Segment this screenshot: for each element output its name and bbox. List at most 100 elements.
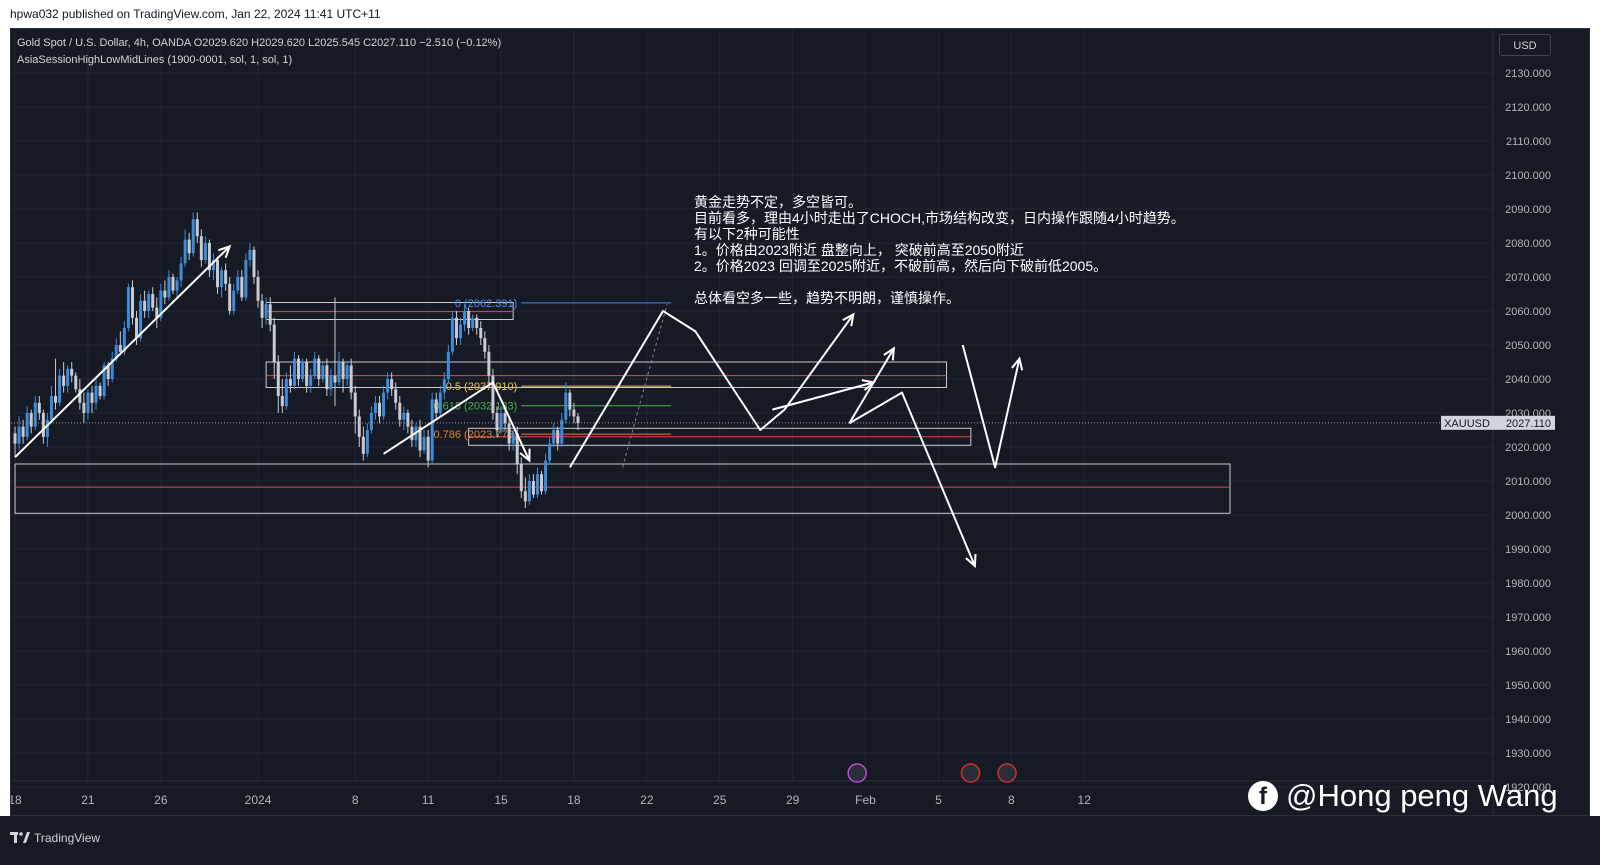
candle-body xyxy=(560,419,564,444)
price-tick-label: 2130.000 xyxy=(1505,68,1551,80)
annotation-line: 有以下2种可能性 xyxy=(694,226,800,242)
candle-body xyxy=(216,260,220,288)
candle-body xyxy=(297,358,301,379)
fib-level-label: 0.5 (2037.910) xyxy=(446,381,518,393)
candle-body xyxy=(313,358,317,376)
annotation-line: 1。价格由2023附近 盘整向上， 突破前高至2050附近 xyxy=(694,242,1024,258)
candle-body xyxy=(305,362,309,386)
supply-demand-zone[interactable] xyxy=(14,463,1231,514)
candle-body xyxy=(17,426,21,444)
candle-body xyxy=(531,481,535,495)
price-tick-label: 1960.000 xyxy=(1505,646,1551,658)
symbol-tag: XAUUSD xyxy=(1444,418,1490,430)
candle-body xyxy=(325,365,329,390)
candle-body xyxy=(434,399,438,413)
candle-body xyxy=(236,277,240,291)
time-tick-label: 15 xyxy=(494,793,508,807)
candle-body xyxy=(386,379,390,393)
tradingview-brand[interactable]: TradingView xyxy=(10,831,100,845)
candle-body xyxy=(78,389,82,403)
indicator-legend[interactable]: AsiaSessionHighLowMidLines (1900-0001, s… xyxy=(17,54,293,66)
candle-body xyxy=(544,460,548,492)
candle-body xyxy=(535,474,539,495)
chart-legend: Gold Spot / U.S. Dollar, 4h, OANDA O2029… xyxy=(17,35,501,69)
price-tick-label: 2120.000 xyxy=(1505,102,1551,114)
trend-arrow xyxy=(14,245,231,458)
candle-body xyxy=(90,392,94,403)
event-icon[interactable] xyxy=(997,763,1017,783)
trend-arrow xyxy=(569,310,855,468)
time-tick-label: 25 xyxy=(713,793,727,807)
candle-body xyxy=(410,426,414,441)
candle-body xyxy=(45,419,49,437)
candle-body xyxy=(183,239,187,264)
candle-body xyxy=(491,375,495,413)
candle-body xyxy=(418,426,422,451)
supply-demand-zone[interactable] xyxy=(265,361,948,388)
time-tick-label: 2024 xyxy=(245,793,272,807)
tradingview-logo-icon xyxy=(10,832,30,843)
candle-body xyxy=(369,413,373,430)
candle-body xyxy=(422,436,426,451)
candle-body xyxy=(333,375,337,383)
candle-body xyxy=(309,375,313,386)
candle-body xyxy=(139,300,143,339)
candle-body xyxy=(191,219,195,254)
price-tick-label: 2060.000 xyxy=(1505,306,1551,318)
candle-body xyxy=(21,426,25,437)
candle-body xyxy=(483,338,487,352)
event-icon[interactable] xyxy=(960,763,981,783)
price-tick-label: 2100.000 xyxy=(1505,170,1551,182)
trend-arrow xyxy=(961,344,1021,469)
candle-body xyxy=(163,290,167,298)
candle-body xyxy=(495,413,499,430)
projection-arrow-up-head xyxy=(883,346,896,361)
candle-body xyxy=(244,260,248,298)
candle-body xyxy=(114,345,118,359)
candle-body xyxy=(207,243,211,271)
candle-body xyxy=(463,311,467,325)
candle-body xyxy=(147,294,151,311)
candle-body xyxy=(341,362,345,379)
candle-body xyxy=(82,402,86,413)
publish-bar: hpwa032 published on TradingView.com, Ja… xyxy=(0,0,1600,28)
candle-body xyxy=(66,368,70,386)
candle-body xyxy=(507,423,511,444)
candle-body xyxy=(155,307,159,318)
candle-body xyxy=(382,392,386,417)
candle-body xyxy=(503,413,507,424)
candle-body xyxy=(159,290,163,318)
candle-body xyxy=(288,379,292,386)
candle-body xyxy=(228,283,232,311)
candle-body xyxy=(98,385,102,396)
watermark-text: @Hong peng Wang xyxy=(1286,778,1558,813)
fib-level-label: 0.618 (2032.133) xyxy=(433,401,517,413)
candle-body xyxy=(54,396,58,403)
price-tick-label: 2000.000 xyxy=(1505,510,1551,522)
candle-body xyxy=(272,324,276,362)
candle-body xyxy=(317,358,321,379)
publish-info: hpwa032 published on TradingView.com, Ja… xyxy=(10,7,381,21)
candle-body xyxy=(130,287,134,318)
currency-button[interactable]: USD xyxy=(1499,34,1551,56)
event-icon[interactable] xyxy=(847,763,867,783)
price-tick-label: 1970.000 xyxy=(1505,612,1551,624)
candle-body xyxy=(349,365,353,393)
annotation-line: 黄金走势不定，多空皆可。 xyxy=(694,194,862,210)
price-tick-label: 1990.000 xyxy=(1505,544,1551,556)
candle-body xyxy=(511,433,515,444)
price-tick-label: 2090.000 xyxy=(1505,204,1551,216)
candle-body xyxy=(373,402,377,413)
candlestick-chart[interactable]: 2130.000 2120.000 2110.000 2100.000 2090.000… xyxy=(11,29,1589,815)
candle-body xyxy=(203,243,207,260)
annotation-line: 总体看空多一些，趋势不明朗，谨慎操作。 xyxy=(694,290,960,306)
annotation-line: 目前看多，理由4小时走出了CHOCH,市场结构改变，日内操作跟随4小时趋势。 xyxy=(694,210,1185,226)
candle-body xyxy=(523,491,527,502)
symbol-ohlc-legend[interactable]: Gold Spot / U.S. Dollar, 4h, OANDA O2029… xyxy=(17,37,502,49)
chart-pane[interactable]: 2130.000 2120.000 2110.000 2100.000 2090.000… xyxy=(10,28,1590,816)
candle-body xyxy=(248,249,252,260)
candle-body xyxy=(199,236,203,260)
trend-arrow-head xyxy=(842,312,855,327)
candle-body xyxy=(475,317,479,328)
fib-level-label: 0 (2062.391) xyxy=(455,298,517,310)
